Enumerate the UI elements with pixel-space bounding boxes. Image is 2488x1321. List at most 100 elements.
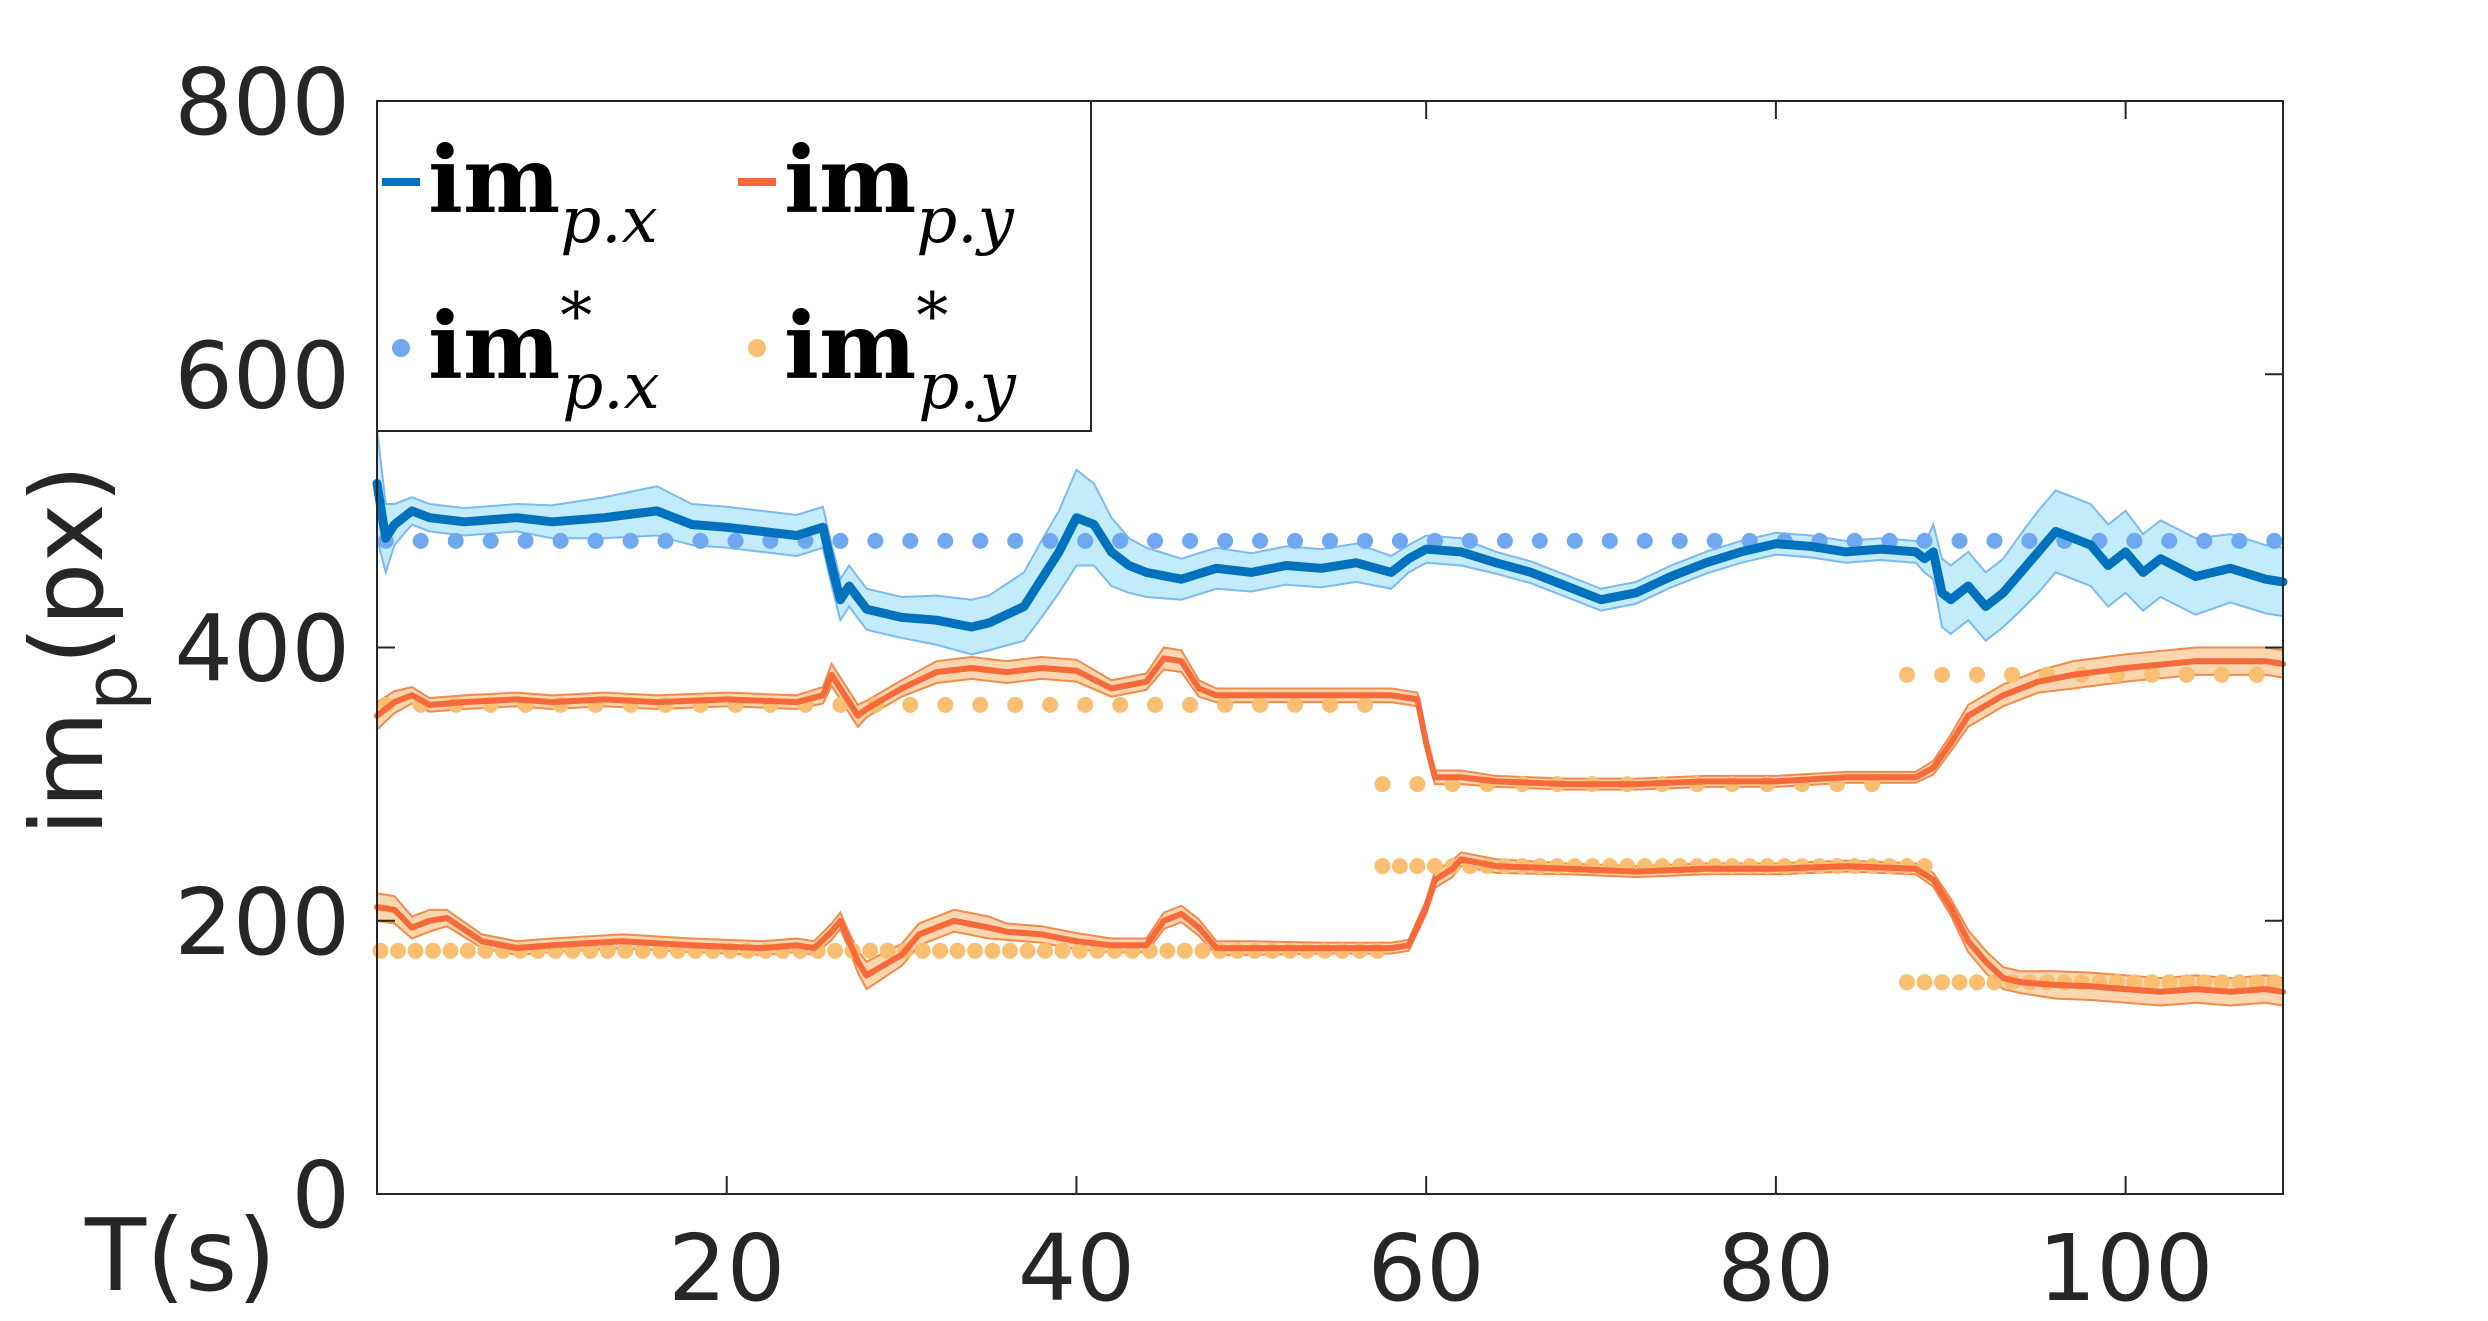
reference-point: [727, 532, 744, 549]
reference-point: [459, 942, 476, 959]
reference-point: [1986, 532, 2003, 549]
reference-point: [692, 532, 709, 549]
reference-point: [1934, 974, 1950, 991]
reference-point: [879, 942, 896, 959]
reference-point: [1461, 532, 1478, 549]
reference-point: [582, 942, 599, 959]
reference-point: [1426, 858, 1443, 875]
reference-point: [2178, 666, 2195, 683]
reference-point: [967, 942, 983, 959]
reference-point: [425, 942, 441, 959]
measured-lines: [372, 479, 2288, 995]
reference-point: [2248, 974, 2265, 991]
reference-point: [552, 532, 569, 549]
reference-point: [902, 696, 919, 713]
reference-point: [1287, 696, 1303, 713]
reference-point: [1194, 942, 1211, 959]
series-band-upper: [376, 428, 2284, 601]
reference-point: [827, 942, 844, 959]
reference-point: [1409, 776, 1426, 793]
reference-point: [1252, 532, 1269, 549]
reference-point: [1969, 974, 1985, 991]
reference-point: [1566, 532, 1583, 549]
reference-point: [1037, 942, 1053, 959]
legend-label: imp.y: [784, 126, 1015, 258]
reference-point: [1252, 696, 1269, 713]
reference-point: [1112, 532, 1129, 549]
reference-point: [1951, 974, 1968, 991]
reference-point: [1182, 696, 1199, 713]
reference-point: [1899, 666, 1915, 683]
reference-point: [1881, 532, 1898, 549]
reference-point: [1112, 696, 1129, 713]
reference-point: [482, 532, 499, 549]
x-tick-label: 100: [2038, 1215, 2214, 1321]
reference-point: [1531, 532, 1548, 549]
reference-point: [2178, 974, 2195, 991]
y-tick-label: 200: [174, 869, 350, 976]
reference-point: [972, 532, 989, 549]
reference-point: [1147, 532, 1164, 549]
reference-point: [1147, 696, 1164, 713]
legend-label: im* p.y: [784, 280, 1017, 424]
reference-point: [1374, 858, 1391, 875]
reference-point: [617, 942, 634, 959]
reference-point: [372, 942, 389, 959]
reference-point: [2126, 974, 2143, 991]
reference-point: [634, 942, 651, 959]
reference-point: [1217, 532, 1234, 549]
legend-label: imp.x: [428, 126, 658, 258]
reference-point: [1916, 974, 1933, 991]
reference-point: [2004, 666, 2020, 683]
x-axis-title: T(s): [84, 1197, 276, 1314]
reference-point: [1322, 696, 1338, 713]
reference-point: [2196, 974, 2213, 991]
reference-point: [832, 696, 849, 713]
reference-point: [1007, 532, 1024, 549]
reference-point: [867, 532, 884, 549]
legend-label: im* p.x: [428, 280, 660, 424]
reference-point: [949, 942, 966, 959]
reference-point: [1671, 532, 1688, 549]
reference-point: [1426, 532, 1443, 549]
reference-point: [1077, 532, 1094, 549]
reference-point: [2266, 532, 2283, 549]
reference-point: [1706, 532, 1723, 549]
reference-point: [1357, 532, 1373, 549]
series-band: [377, 647, 2283, 790]
x-tick-label: 40: [1018, 1215, 1135, 1321]
reference-point: [1159, 942, 1176, 959]
reference-point: [2021, 532, 2038, 549]
reference-point: [1934, 666, 1950, 683]
legend-dot-swatch: [748, 339, 766, 357]
reference-point: [407, 942, 424, 959]
reference-point: [2231, 974, 2248, 991]
reference-point: [2248, 666, 2265, 683]
legend-dot-swatch: [392, 339, 410, 357]
series-band-lower: [376, 523, 2284, 656]
reference-point: [1002, 942, 1018, 959]
reference-point: [1916, 532, 1933, 549]
reference-point: [2213, 666, 2230, 683]
reference-point: [1007, 696, 1024, 713]
reference-point: [622, 532, 639, 549]
reference-point: [1951, 532, 1968, 549]
reference-point: [1322, 532, 1338, 549]
axis-tick-labels: 20 40 60 80 100 0 200 400 600 800: [174, 49, 2213, 1321]
series-line: [374, 856, 2286, 995]
reference-point: [862, 942, 879, 959]
reference-point: [1601, 532, 1618, 549]
reference-point: [932, 942, 949, 959]
reference-point: [832, 532, 849, 549]
svg-text:imp(px): imp(px): [9, 464, 153, 836]
reference-point: [599, 942, 616, 959]
reference-point: [1374, 776, 1391, 793]
series-band-upper: [376, 851, 2284, 980]
reference-point: [517, 532, 534, 549]
reference-point: [2213, 974, 2230, 991]
reference-point: [1071, 942, 1088, 959]
reference-point: [902, 532, 919, 549]
reference-point: [1042, 696, 1059, 713]
reference-point: [1636, 532, 1653, 549]
legend-entry: im* p.y: [748, 280, 1017, 424]
